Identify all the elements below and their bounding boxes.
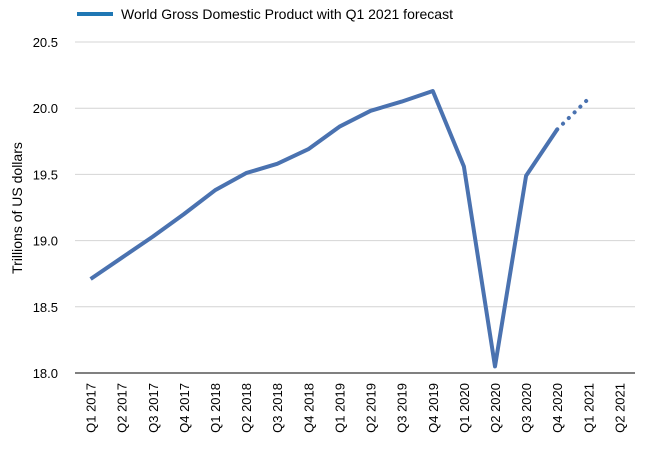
x-tick-label: Q3 2018: [270, 383, 285, 433]
legend: World Gross Domestic Product with Q1 202…: [77, 6, 453, 22]
y-tick-label: 19.5: [33, 167, 58, 182]
forecast-line: [555, 96, 591, 132]
x-tick-label: Q1 2021: [581, 383, 596, 433]
x-tick-label: Q4 2017: [177, 383, 192, 433]
x-tick-label: Q1 2017: [84, 383, 99, 433]
y-axis-label: Trillions of US dollars: [9, 142, 25, 274]
x-tick-label: Q2 2020: [488, 383, 503, 433]
y-tick-label: 20.0: [33, 101, 58, 116]
x-tick-label: Q1 2019: [332, 383, 347, 433]
x-tick-label: Q1 2020: [457, 383, 472, 433]
x-tick-label: Q2 2019: [364, 383, 379, 433]
series-line: [89, 89, 559, 369]
y-tick-label: 18.5: [33, 300, 58, 315]
x-tick-label: Q2 2018: [239, 383, 254, 433]
x-tick-label: Q3 2019: [395, 383, 410, 433]
y-tick-label: 18.0: [33, 366, 58, 381]
legend-label: World Gross Domestic Product with Q1 202…: [121, 6, 453, 22]
x-tick-label: Q4 2019: [426, 383, 441, 433]
y-tick-label: 19.0: [33, 234, 58, 249]
x-tick-label: Q3 2017: [146, 383, 161, 433]
x-tick-label: Q4 2020: [550, 383, 565, 433]
x-tick-label: Q4 2018: [301, 383, 316, 433]
x-tick-label: Q2 2017: [115, 383, 130, 433]
x-tick-label: Q2 2021: [612, 383, 627, 433]
x-tick-label: Q3 2020: [519, 383, 534, 433]
x-tick-label: Q1 2018: [208, 383, 223, 433]
series-group: [89, 89, 591, 369]
y-tick-labels: 18.0 18.5 19.0 19.5 20.0 20.5: [33, 35, 58, 381]
y-tick-label: 20.5: [33, 35, 58, 50]
gridlines: [75, 41, 635, 308]
x-tick-labels: Q1 2017 Q2 2017 Q3 2017 Q4 2017 Q1 2018 Q2 20…: [84, 383, 628, 433]
